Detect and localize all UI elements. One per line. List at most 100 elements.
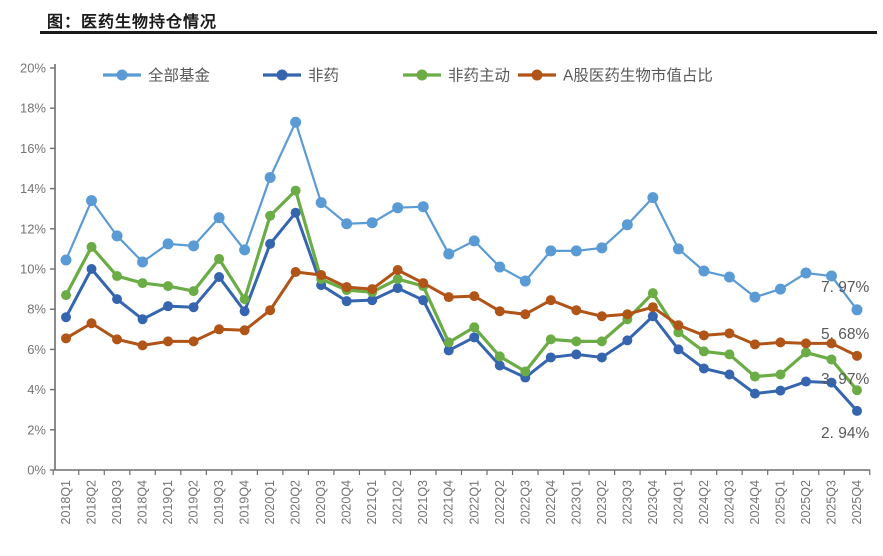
series-2-point-5	[188, 286, 199, 297]
series-0-point-24	[672, 243, 684, 255]
series-2-point-28	[775, 369, 786, 380]
y-tick-label: 6%	[27, 342, 46, 357]
series-3-point-19	[545, 295, 556, 306]
series-3-point-16	[469, 291, 480, 302]
series-1-point-12	[367, 295, 378, 306]
legend-marker-dot	[531, 69, 543, 81]
series-3-point-9	[290, 267, 301, 278]
series-3-point-0	[61, 333, 71, 344]
series-1-point-7	[239, 306, 250, 317]
legend-item-2: 非药主动	[403, 67, 510, 85]
series-2-point-3	[137, 278, 148, 289]
y-tick-label: 8%	[27, 302, 46, 317]
series-3-point-11	[341, 282, 352, 293]
x-category-label: 2022Q2	[493, 480, 507, 525]
series-0-point-15	[443, 248, 455, 260]
x-category-label: 2021Q2	[391, 480, 405, 525]
series-0-point-30	[825, 270, 837, 282]
series-3-point-6	[214, 324, 225, 335]
series-2-point-9	[290, 185, 301, 196]
series-1-point-15	[443, 345, 454, 356]
series-0-point-20	[570, 245, 582, 257]
x-category-label: 2020Q2	[289, 480, 303, 525]
series-0-point-23	[647, 192, 659, 204]
series-1-point-3	[137, 314, 148, 325]
series-3-point-25	[698, 330, 709, 341]
series-2-point-2	[112, 271, 123, 282]
series-2-point-4	[163, 281, 174, 292]
series-0-point-5	[188, 240, 200, 252]
end-label-1: 5. 68%	[821, 326, 869, 343]
series-line-1	[64, 211, 859, 413]
x-category-label: 2020Q3	[314, 480, 328, 525]
series-0-point-14	[417, 201, 429, 213]
series-3-point-23	[647, 302, 658, 313]
series-0-point-2	[111, 230, 123, 242]
series-1-point-23	[647, 311, 658, 322]
y-tick-label: 12%	[20, 221, 46, 236]
x-category-label: 2018Q2	[85, 480, 99, 525]
legend-label: 非药	[308, 67, 339, 85]
series-3-point-31	[852, 350, 862, 361]
chart-title: 图：医药生物持仓情况	[47, 14, 218, 31]
series-1-point-2	[112, 294, 123, 305]
series-2-point-15	[443, 337, 454, 348]
x-category-label: 2018Q4	[136, 480, 150, 525]
series-3-point-3	[137, 340, 148, 351]
legend-marker-dot	[416, 69, 428, 81]
series-1-point-26	[724, 369, 735, 380]
series-2-point-31	[852, 385, 862, 396]
series-2-point-24	[673, 327, 684, 338]
series-2-point-21	[596, 336, 607, 347]
end-label-0: 7. 97%	[821, 279, 869, 296]
series-3-point-14	[418, 278, 429, 289]
x-category-label: 2023Q1	[569, 480, 583, 525]
series-3-point-15	[443, 292, 454, 303]
series-3-point-29	[800, 338, 811, 349]
series-1-point-17	[494, 360, 505, 371]
series-line-2	[64, 189, 859, 392]
series-0-point-7	[239, 244, 251, 256]
y-tick-label: 14%	[20, 181, 46, 196]
x-category-label: 2024Q1	[671, 480, 685, 525]
series-1-point-19	[545, 352, 556, 363]
x-category-label: 2022Q1	[467, 480, 481, 525]
legend-label: 非药主动	[448, 67, 510, 85]
x-category-label: 2024Q4	[748, 480, 762, 525]
series-0-point-18	[519, 275, 531, 287]
series-3-point-20	[571, 305, 582, 316]
series-0-point-17	[494, 261, 506, 273]
series-0-point-12	[366, 217, 378, 229]
series-0-point-27	[749, 291, 761, 303]
series-1-point-30	[826, 377, 837, 388]
legend-item-3: A股医药生物市值占比	[518, 67, 713, 85]
x-category-label: 2019Q3	[212, 480, 226, 525]
series-0-point-19	[545, 245, 557, 257]
series-1-point-6	[214, 272, 225, 283]
legend-item-0: 全部基金	[103, 67, 211, 85]
title-rule	[40, 31, 877, 34]
x-category-label: 2021Q1	[365, 480, 379, 525]
series-3-point-4	[163, 336, 174, 347]
series-2-point-29	[800, 347, 811, 358]
series-0-point-1	[86, 195, 98, 207]
x-category-label: 2018Q3	[110, 480, 124, 525]
series-2-point-6	[214, 253, 225, 264]
series-0-point-26	[723, 271, 735, 283]
x-category-label: 2024Q2	[697, 480, 711, 525]
series-2-point-26	[724, 349, 735, 360]
series-0-point-0	[60, 254, 72, 266]
y-tick-label: 4%	[27, 382, 46, 397]
x-category-label: 2025Q3	[824, 480, 838, 525]
series-2-point-25	[698, 346, 709, 357]
series-2-point-7	[239, 294, 250, 305]
series-0-point-28	[774, 283, 786, 295]
x-category-label: 2023Q4	[646, 480, 660, 525]
series-0-point-10	[315, 197, 327, 209]
x-category-label: 2025Q4	[850, 480, 864, 525]
x-category-label: 2019Q1	[161, 480, 175, 525]
legend-marker-dot	[116, 69, 128, 81]
series-3-point-24	[673, 320, 684, 331]
series-3-point-12	[367, 284, 378, 295]
end-label-2: 3. 97%	[821, 371, 869, 388]
